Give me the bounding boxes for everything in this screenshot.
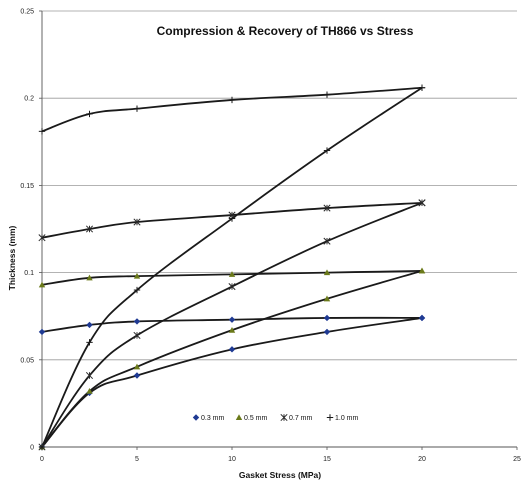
legend-item: 0.3 mm — [192, 414, 225, 422]
data-point-marker — [418, 199, 426, 207]
x-axis-label: Gasket Stress (MPa) — [239, 470, 321, 480]
compression-curve-2 — [41, 202, 423, 448]
y-tick-label: 0.15 — [20, 183, 34, 190]
data-point-marker — [323, 237, 331, 245]
data-point-marker — [38, 281, 46, 288]
data-point-marker — [418, 84, 426, 91]
y-tick-label: 0.05 — [20, 357, 34, 364]
data-point-marker — [86, 321, 93, 329]
x-tick-label: 10 — [228, 456, 236, 463]
legend-marker — [326, 414, 334, 421]
diamond-marker-shape — [323, 314, 331, 322]
data-point-marker — [85, 371, 94, 380]
data-point-marker — [228, 271, 236, 277]
tick-labels: 0 0.05 0.1 0.15 0.2 0.25 0 5 10 15 20 25 — [20, 9, 521, 464]
legend-item: 1.0 mm — [326, 414, 359, 422]
legend: 0.3 mm 0.5 mm 0.7 mm 1.0 mm — [192, 413, 359, 422]
markers — [38, 84, 426, 451]
data-point-marker — [228, 326, 236, 333]
data-point-marker — [133, 331, 141, 339]
data-point-marker — [323, 91, 331, 98]
data-point-marker — [133, 372, 141, 379]
data-point-marker — [323, 295, 331, 302]
triangle-marker-shape — [228, 271, 236, 277]
legend-label: 0.3 mm — [201, 415, 225, 422]
data-point-marker — [86, 339, 93, 346]
data-point-marker — [38, 234, 46, 242]
x-tick-label: 5 — [135, 456, 139, 463]
legend-label: 0.7 mm — [289, 415, 313, 422]
data-point-marker — [38, 128, 46, 135]
triangle-marker-shape — [86, 387, 93, 394]
triangle-marker-shape — [133, 272, 141, 279]
data-point-marker — [323, 204, 331, 212]
data-point-marker — [86, 387, 93, 394]
legend-marker — [192, 414, 200, 421]
legend-label: 0.5 mm — [244, 415, 268, 422]
data-point-marker — [86, 110, 93, 118]
data-point-marker — [323, 147, 331, 154]
grid-lines — [42, 10, 517, 361]
data-point-marker — [228, 96, 236, 104]
y-tick-label: 0 — [30, 445, 34, 452]
data-point-marker — [228, 346, 236, 353]
data-point-marker — [85, 225, 94, 233]
diamond-marker-shape — [192, 414, 200, 421]
diamond-marker-shape — [228, 346, 236, 353]
data-point-marker — [133, 318, 141, 325]
data-point-marker — [228, 282, 236, 291]
y-tick-label: 0.25 — [20, 9, 34, 16]
data-point-marker — [323, 269, 331, 276]
chart-title: Compression & Recovery of TH866 vs Stres… — [157, 24, 414, 38]
triangle-marker-shape — [235, 414, 243, 421]
diamond-marker-shape — [323, 328, 331, 336]
data-point-marker — [38, 443, 46, 451]
diamond-marker-shape — [86, 321, 93, 329]
triangle-marker-shape — [418, 267, 426, 274]
data-point-marker — [133, 105, 141, 112]
legend-label: 1.0 mm — [335, 415, 359, 422]
data-point-marker — [133, 218, 141, 226]
diamond-marker-shape — [38, 328, 46, 336]
data-point-marker — [86, 274, 93, 281]
x-tick-label: 0 — [40, 456, 44, 463]
data-point-marker — [133, 272, 141, 279]
y-tick-label: 0.1 — [24, 270, 34, 277]
data-point-marker — [418, 267, 426, 274]
legend-item: 0.7 mm — [280, 413, 313, 422]
legend-marker — [235, 414, 243, 421]
diamond-marker-shape — [133, 318, 141, 325]
data-point-marker — [133, 363, 141, 370]
triangle-marker-shape — [133, 363, 141, 370]
x-tick-label: 20 — [418, 456, 426, 463]
compression-curve-0 — [41, 317, 423, 448]
x-tick-label: 25 — [513, 456, 521, 463]
triangle-marker-shape — [323, 295, 331, 302]
triangle-marker-shape — [38, 281, 46, 288]
data-point-marker — [38, 328, 46, 336]
diamond-marker-shape — [228, 316, 236, 323]
diamond-marker-shape — [418, 314, 426, 322]
compression-curve-3 — [41, 86, 423, 448]
x-tick-label: 15 — [323, 456, 331, 463]
data-point-marker — [133, 286, 141, 294]
data-point-marker — [323, 328, 331, 336]
legend-marker — [280, 413, 288, 422]
data-point-marker — [418, 314, 426, 322]
triangle-marker-shape — [228, 326, 236, 333]
legend-item: 0.5 mm — [235, 414, 268, 422]
y-tick-label: 0.2 — [24, 96, 34, 103]
y-axis-label: Thickness (mm) — [7, 225, 17, 290]
triangle-marker-shape — [323, 269, 331, 276]
diamond-marker-shape — [133, 372, 141, 379]
data-point-marker — [228, 215, 236, 222]
data-point-marker — [323, 314, 331, 322]
triangle-marker-shape — [86, 274, 93, 281]
data-point-marker — [228, 316, 236, 323]
